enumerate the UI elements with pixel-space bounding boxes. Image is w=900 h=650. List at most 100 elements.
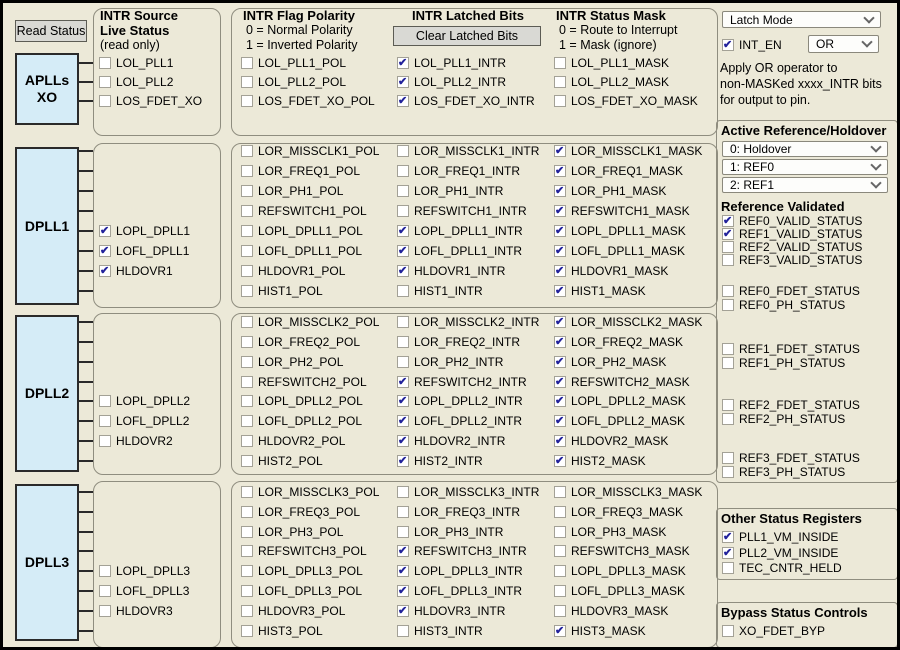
lor-ph2-intr-checkbox[interactable] [397, 356, 409, 368]
lopl-dpll3-checkbox[interactable] [99, 565, 111, 577]
lor-ph2-mask-checkbox[interactable] [554, 355, 566, 368]
hldovr1-mask-checkbox[interactable] [554, 264, 566, 277]
lor-freq2-intr-checkbox[interactable] [397, 336, 409, 348]
lofl-dpll1-checkbox[interactable] [99, 244, 111, 257]
los-fdet-xo-mask-checkbox[interactable] [554, 95, 566, 107]
lopl-dpll1-mask-checkbox[interactable] [554, 224, 566, 237]
lofl-dpll2-mask-checkbox[interactable] [554, 414, 566, 427]
or-operator-select[interactable]: OR [808, 35, 879, 53]
lor-freq3-pol-checkbox[interactable] [241, 506, 253, 518]
hist1-intr-checkbox[interactable] [397, 285, 409, 297]
lofl-dpll3-pol-checkbox[interactable] [241, 585, 253, 597]
lopl-dpll3-intr-checkbox[interactable] [397, 564, 409, 577]
los-fdet-xo-intr-checkbox[interactable] [397, 94, 409, 107]
refswitch1-intr-checkbox[interactable] [397, 205, 409, 217]
refswitch3-pol-checkbox[interactable] [241, 545, 253, 557]
hldovr3-checkbox[interactable] [99, 605, 111, 617]
lor-ph2-pol-checkbox[interactable] [241, 356, 253, 368]
lor-missclk3-mask-checkbox[interactable] [554, 486, 566, 498]
lor-ph3-intr-checkbox[interactable] [397, 526, 409, 538]
hist2-pol-checkbox[interactable] [241, 455, 253, 467]
lol-pll2-checkbox[interactable] [99, 76, 111, 88]
ref1-ph-status-checkbox[interactable] [722, 357, 734, 369]
ref0-fdet-status-checkbox[interactable] [722, 285, 734, 297]
lor-missclk1-pol-checkbox[interactable] [241, 145, 253, 157]
refswitch2-mask-checkbox[interactable] [554, 375, 566, 388]
lol-pll2-intr-checkbox[interactable] [397, 75, 409, 88]
ref2-fdet-status-checkbox[interactable] [722, 399, 734, 411]
refswitch1-pol-checkbox[interactable] [241, 205, 253, 217]
lor-freq3-mask-checkbox[interactable] [554, 506, 566, 518]
hldovr1-pol-checkbox[interactable] [241, 265, 253, 277]
lopl-dpll3-mask-checkbox[interactable] [554, 565, 566, 577]
clear-latched-bits-button[interactable]: Clear Latched Bits [393, 26, 541, 46]
lor-freq1-pol-checkbox[interactable] [241, 165, 253, 177]
lofl-dpll2-intr-checkbox[interactable] [397, 414, 409, 427]
hldovr2-mask-checkbox[interactable] [554, 434, 566, 447]
lofl-dpll1-intr-checkbox[interactable] [397, 244, 409, 257]
lor-missclk2-pol-checkbox[interactable] [241, 316, 253, 328]
ref0-valid-status-checkbox[interactable] [722, 214, 734, 227]
lor-missclk2-mask-checkbox[interactable] [554, 315, 566, 328]
int-en-checkbox[interactable] [722, 38, 734, 51]
active-ref-select-0[interactable]: 0: Holdover [722, 141, 888, 157]
hldovr3-intr-checkbox[interactable] [397, 604, 409, 617]
hldovr3-mask-checkbox[interactable] [554, 605, 566, 617]
hldovr1-checkbox[interactable] [99, 264, 111, 277]
ref3-valid-status-checkbox[interactable] [722, 254, 734, 266]
lofl-dpll2-pol-checkbox[interactable] [241, 415, 253, 427]
lor-ph1-intr-checkbox[interactable] [397, 185, 409, 197]
lor-ph1-pol-checkbox[interactable] [241, 185, 253, 197]
lor-missclk3-intr-checkbox[interactable] [397, 486, 409, 498]
hldovr1-intr-checkbox[interactable] [397, 264, 409, 277]
lopl-dpll1-checkbox[interactable] [99, 224, 111, 237]
lor-missclk2-intr-checkbox[interactable] [397, 316, 409, 328]
lofl-dpll3-mask-checkbox[interactable] [554, 585, 566, 597]
los-fdet-xo-pol-checkbox[interactable] [241, 95, 253, 107]
ref0-ph-status-checkbox[interactable] [722, 299, 734, 311]
latch-mode-select[interactable]: Latch Mode [722, 11, 881, 28]
ref3-ph-status-checkbox[interactable] [722, 466, 734, 478]
lor-missclk1-mask-checkbox[interactable] [554, 144, 566, 157]
lor-ph3-mask-checkbox[interactable] [554, 526, 566, 538]
ref2-valid-status-checkbox[interactable] [722, 241, 734, 253]
lol-pll1-intr-checkbox[interactable] [397, 56, 409, 69]
hist2-mask-checkbox[interactable] [554, 454, 566, 467]
lofl-dpll1-pol-checkbox[interactable] [241, 245, 253, 257]
hist1-mask-checkbox[interactable] [554, 284, 566, 297]
lopl-dpll2-mask-checkbox[interactable] [554, 394, 566, 407]
lor-freq1-mask-checkbox[interactable] [554, 164, 566, 177]
hldovr2-intr-checkbox[interactable] [397, 434, 409, 447]
hist2-intr-checkbox[interactable] [397, 454, 409, 467]
lofl-dpll3-intr-checkbox[interactable] [397, 584, 409, 597]
refswitch2-pol-checkbox[interactable] [241, 376, 253, 388]
lol-pll1-mask-checkbox[interactable] [554, 57, 566, 69]
los-fdet-xo-checkbox[interactable] [99, 95, 111, 107]
ref2-ph-status-checkbox[interactable] [722, 413, 734, 425]
lol-pll1-checkbox[interactable] [99, 57, 111, 69]
lor-ph1-mask-checkbox[interactable] [554, 184, 566, 197]
lor-ph3-pol-checkbox[interactable] [241, 526, 253, 538]
pll2-vm-inside-checkbox[interactable] [722, 546, 734, 559]
hldovr2-pol-checkbox[interactable] [241, 435, 253, 447]
lofl-dpll2-checkbox[interactable] [99, 415, 111, 427]
lor-freq2-pol-checkbox[interactable] [241, 336, 253, 348]
lor-missclk1-intr-checkbox[interactable] [397, 145, 409, 157]
tec-cntr-held-checkbox[interactable] [722, 562, 734, 574]
hldovr2-checkbox[interactable] [99, 435, 111, 447]
lor-freq3-intr-checkbox[interactable] [397, 506, 409, 518]
lofl-dpll1-mask-checkbox[interactable] [554, 244, 566, 257]
lor-freq1-intr-checkbox[interactable] [397, 165, 409, 177]
lopl-dpll2-checkbox[interactable] [99, 395, 111, 407]
lopl-dpll2-intr-checkbox[interactable] [397, 394, 409, 407]
lol-pll2-mask-checkbox[interactable] [554, 76, 566, 88]
ref1-valid-status-checkbox[interactable] [722, 227, 734, 240]
xo-fdet-byp-checkbox[interactable] [722, 625, 734, 637]
lopl-dpll1-pol-checkbox[interactable] [241, 225, 253, 237]
lopl-dpll2-pol-checkbox[interactable] [241, 395, 253, 407]
lopl-dpll1-intr-checkbox[interactable] [397, 224, 409, 237]
hldovr3-pol-checkbox[interactable] [241, 605, 253, 617]
active-ref-select-2[interactable]: 2: REF1 [722, 177, 888, 193]
lor-freq2-mask-checkbox[interactable] [554, 335, 566, 348]
lopl-dpll3-pol-checkbox[interactable] [241, 565, 253, 577]
